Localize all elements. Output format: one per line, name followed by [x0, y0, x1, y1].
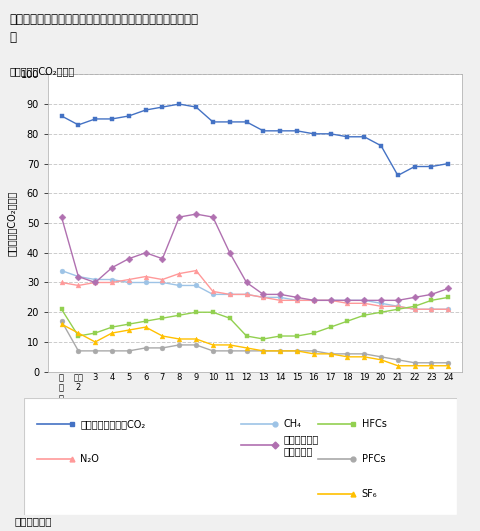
- Text: 代替フロン等
３ガス合計: 代替フロン等 ３ガス合計: [283, 434, 318, 456]
- Text: CH₄: CH₄: [283, 419, 301, 429]
- Text: N₂O: N₂O: [80, 454, 99, 464]
- Text: 資料：環境省: 資料：環境省: [14, 516, 52, 526]
- Text: 非エネルギー起源CO₂: 非エネルギー起源CO₂: [80, 419, 145, 429]
- Text: HFCs: HFCs: [361, 419, 386, 429]
- Text: SF₆: SF₆: [361, 489, 376, 499]
- Text: PFCs: PFCs: [361, 454, 384, 464]
- Y-axis label: （百万トンCO₂換算）: （百万トンCO₂換算）: [7, 191, 16, 255]
- Text: 各種温室効果ガス（エネルギー起源二酸化炭素以外）の排出
量: 各種温室効果ガス（エネルギー起源二酸化炭素以外）の排出 量: [10, 13, 198, 44]
- Text: （百万トンCO₂換算）: （百万トンCO₂換算）: [10, 66, 75, 76]
